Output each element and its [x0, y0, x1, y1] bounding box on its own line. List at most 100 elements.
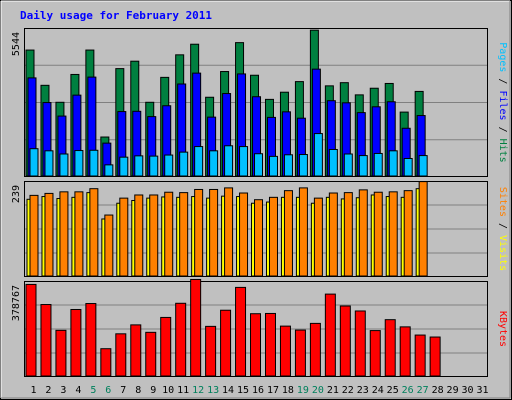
pages-bar: [343, 153, 353, 177]
sites-bar: [298, 187, 308, 277]
day-label: 13: [207, 385, 219, 396]
day-label: 19: [297, 385, 309, 396]
kbytes-bar: [309, 322, 321, 377]
sites-bar: [134, 194, 144, 277]
sites-bar: [164, 191, 174, 277]
legend-label-pages: Pages: [497, 42, 508, 72]
pages-bar: [104, 164, 114, 177]
day-label: 11: [177, 385, 189, 396]
day-label: 29: [447, 385, 459, 396]
day-label: 28: [432, 385, 444, 396]
sites-bar: [418, 181, 428, 277]
sites-bar: [268, 196, 278, 277]
sites-bar: [74, 191, 84, 277]
sites-bar: [179, 192, 189, 277]
pages-bar: [194, 146, 204, 177]
kbytes-bar: [40, 304, 52, 377]
sites-bar: [44, 192, 54, 277]
kbytes-bar: [279, 325, 291, 377]
ymax-label-2: 239: [11, 185, 22, 203]
pages-bar: [358, 155, 368, 177]
sites-bar: [358, 189, 368, 277]
pages-bar: [149, 155, 159, 177]
day-label: 26: [402, 385, 414, 396]
pages-bar: [403, 158, 413, 177]
day-label: 3: [60, 385, 66, 396]
plot-border-3: [24, 281, 488, 377]
ymax-label-3: 378767: [11, 285, 22, 321]
pages-bar: [328, 148, 338, 177]
pages-bar: [74, 150, 84, 177]
day-label: 30: [462, 385, 474, 396]
day-label: 6: [105, 385, 111, 396]
kbytes-bar: [25, 283, 37, 377]
sites-bar: [328, 192, 338, 277]
kbytes-bar: [190, 278, 202, 377]
kbytes-bar: [160, 316, 172, 377]
pages-bar: [44, 150, 54, 177]
kbytes-bar: [324, 293, 336, 377]
chart-panels: 5544 Pages / Files / Hits 239 Sites / Visit…: [11, 28, 508, 377]
kbytes-bar: [235, 286, 247, 377]
sites-bar: [104, 214, 114, 277]
chart-title: Daily usage for February 2011: [20, 9, 212, 22]
day-label: 9: [150, 385, 156, 396]
kbytes-bar: [130, 324, 142, 377]
day-label: 7: [120, 385, 126, 396]
kbytes-bar: [250, 313, 262, 377]
kbytes-bar: [369, 330, 381, 377]
legend-separator: /: [497, 217, 508, 235]
legend-separator: /: [497, 72, 508, 90]
day-label: 14: [222, 385, 234, 396]
sites-bar: [59, 191, 69, 277]
day-label: 21: [327, 385, 339, 396]
sites-bar: [388, 191, 398, 277]
kbytes-bar: [399, 326, 411, 377]
sites-bar: [194, 188, 204, 277]
pages-bar: [29, 148, 39, 177]
day-label: 12: [192, 385, 204, 396]
pages-bar: [268, 155, 278, 177]
sites-bar: [313, 197, 323, 277]
kbytes-bar: [414, 334, 426, 377]
sites-bar: [239, 192, 249, 277]
pages-bar: [298, 154, 308, 177]
day-label: 4: [75, 385, 81, 396]
day-label: 22: [342, 385, 354, 396]
legend-2: Sites / Visits: [497, 187, 508, 271]
day-label: 31: [476, 385, 488, 396]
legend-label-visits: Visits: [497, 235, 508, 271]
day-axis-labels: 1 2 3 4 5 6 7 8 9 10 11 12 13 14 15 16 17 18 19 20 21 22 23 24 2…: [30, 385, 488, 396]
kbytes-bar: [85, 303, 97, 377]
day-label: 10: [162, 385, 174, 396]
sites-bar: [209, 188, 219, 277]
kbytes-bar: [264, 312, 276, 377]
legend-label-files: Files: [497, 90, 508, 120]
day-label: 20: [312, 385, 324, 396]
sites-bar: [283, 190, 293, 277]
kbytes-bar: [115, 333, 127, 377]
day-label: 18: [282, 385, 294, 396]
pages-bar: [224, 145, 234, 177]
sites-bar: [89, 188, 99, 277]
pages-bar: [388, 150, 398, 177]
pages-bar: [179, 151, 189, 177]
ymax-label-1: 5544: [11, 32, 22, 56]
kbytes-bar: [354, 310, 366, 377]
day-label: 23: [357, 385, 369, 396]
day-label: 2: [45, 385, 51, 396]
day-label: 8: [135, 385, 141, 396]
day-label: 17: [267, 385, 279, 396]
day-label: 24: [372, 385, 384, 396]
pages-bar: [134, 155, 144, 177]
sites-bar: [373, 191, 383, 277]
pages-bar: [418, 155, 428, 177]
kbytes-bar: [100, 348, 112, 377]
pages-bar: [119, 156, 129, 177]
sites-bar: [119, 197, 129, 277]
kbytes-bar: [294, 329, 306, 377]
pages-bar: [283, 154, 293, 177]
kbytes-bar: [175, 302, 187, 377]
pages-bar: [164, 154, 174, 177]
